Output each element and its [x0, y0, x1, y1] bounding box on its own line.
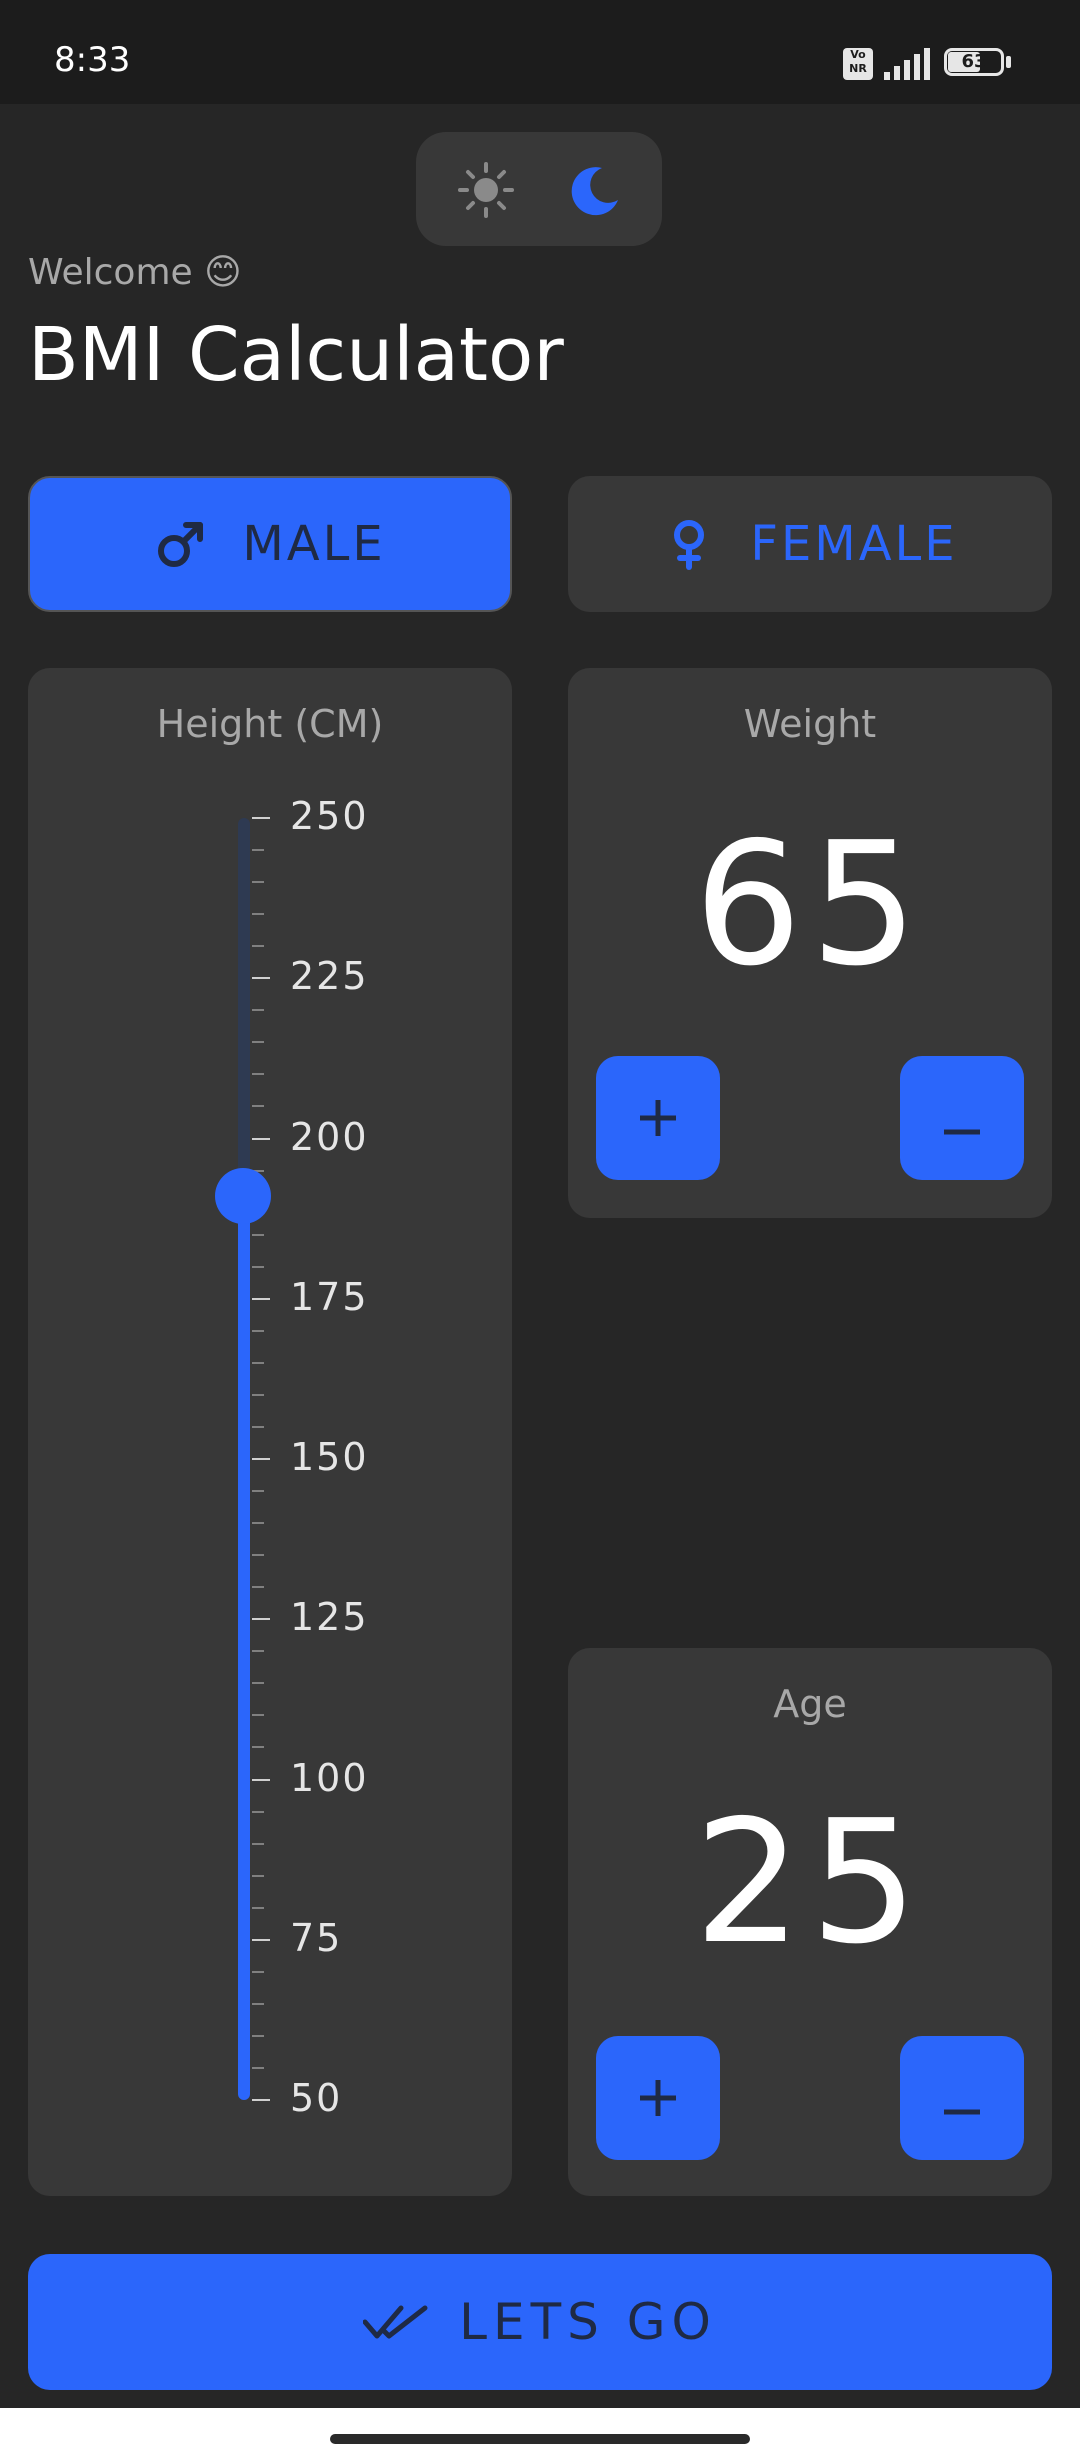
- minor-tick: [252, 1329, 264, 1332]
- major-tick: [252, 2099, 270, 2101]
- minor-tick: [252, 945, 264, 948]
- minor-tick: [252, 1041, 264, 1044]
- minor-tick: [252, 1874, 264, 1877]
- female-icon: [674, 520, 705, 570]
- double-check-icon: [363, 2305, 428, 2339]
- height-tick-label: 200: [290, 1114, 369, 1159]
- age-card: Age 25: [568, 1648, 1052, 2196]
- minor-tick: [252, 2034, 264, 2037]
- height-label: Height (CM): [156, 702, 384, 746]
- height-tick-label: 75: [290, 1915, 343, 1960]
- weight-value: 65: [693, 806, 927, 1004]
- minor-tick: [252, 1682, 264, 1685]
- major-tick: [252, 1618, 270, 1621]
- minor-tick: [252, 2002, 264, 2005]
- age-label: Age: [773, 1682, 847, 1726]
- major-tick: [252, 1137, 270, 1140]
- minor-tick: [252, 1073, 264, 1076]
- sun-icon[interactable]: [456, 160, 516, 220]
- height-slider-fill[interactable]: [238, 1196, 250, 2100]
- battery-level: 63: [961, 51, 987, 72]
- welcome-text: Welcome 😊: [28, 252, 242, 293]
- plus-icon: [640, 1100, 676, 1136]
- major-tick: [252, 1778, 270, 1781]
- major-tick: [252, 1297, 270, 1300]
- minor-tick: [252, 1009, 264, 1012]
- minor-tick: [252, 1169, 264, 1172]
- minus-icon: [944, 2109, 980, 2115]
- male-icon: [158, 522, 204, 567]
- female-button[interactable]: FEMALE: [568, 476, 1052, 612]
- moon-icon[interactable]: [564, 160, 624, 220]
- lets-go-button[interactable]: LETS GO: [28, 2254, 1052, 2390]
- minor-tick: [252, 1105, 264, 1108]
- minor-tick: [252, 1233, 264, 1236]
- major-tick: [252, 1458, 270, 1460]
- age-decrement-button[interactable]: [900, 2036, 1024, 2160]
- minor-tick: [252, 1714, 264, 1717]
- minor-tick: [252, 1842, 264, 1845]
- male-label: MALE: [242, 516, 386, 572]
- page-title: BMI Calculator: [28, 312, 564, 398]
- signal-icon: [884, 48, 930, 80]
- home-indicator[interactable]: [330, 2434, 750, 2444]
- battery-icon: 63: [944, 48, 1014, 80]
- major-tick: [252, 977, 270, 980]
- minor-tick: [252, 1425, 264, 1428]
- minus-icon: [944, 1129, 980, 1135]
- minor-tick: [252, 1265, 264, 1268]
- height-tick-label: 125: [290, 1595, 369, 1640]
- height-tick-label: 150: [290, 1435, 369, 1479]
- major-tick: [252, 1938, 270, 1941]
- plus-icon: [640, 2080, 676, 2116]
- minor-tick: [252, 913, 264, 916]
- theme-toggle[interactable]: [416, 132, 662, 246]
- minor-tick: [252, 1810, 264, 1813]
- lets-go-label: LETS GO: [459, 2293, 717, 2351]
- minor-tick: [252, 1586, 264, 1589]
- minor-tick: [252, 1554, 264, 1557]
- minor-tick: [252, 2066, 264, 2069]
- height-tick-label: 250: [290, 794, 369, 838]
- weight-decrement-button[interactable]: [900, 1056, 1024, 1180]
- weight-increment-button[interactable]: [596, 1056, 720, 1180]
- minor-tick: [252, 849, 264, 852]
- minor-tick: [252, 1970, 264, 1973]
- female-label: FEMALE: [750, 516, 958, 572]
- height-tick-label: 225: [290, 954, 369, 999]
- major-tick: [252, 817, 270, 819]
- height-tick-label: 100: [290, 1755, 369, 1800]
- height-card: Height (CM): [28, 668, 512, 2196]
- minor-tick: [252, 1906, 264, 1909]
- male-button[interactable]: MALE: [28, 476, 512, 612]
- minor-tick: [252, 1393, 264, 1396]
- age-value: 25: [693, 1784, 927, 1982]
- status-bar: [0, 0, 1080, 104]
- weight-label: Weight: [743, 702, 877, 746]
- minor-tick: [252, 1650, 264, 1653]
- height-tick-label: 50: [290, 2076, 343, 2120]
- height-tick-label: 175: [290, 1274, 369, 1319]
- weight-card: Weight 65: [568, 668, 1052, 1218]
- minor-tick: [252, 1746, 264, 1749]
- minor-tick: [252, 1361, 264, 1364]
- volte-icon: Vo NR: [843, 48, 873, 80]
- minor-tick: [252, 881, 264, 884]
- minor-tick: [252, 1490, 264, 1493]
- status-time: 8:33: [54, 40, 131, 80]
- age-increment-button[interactable]: [596, 2036, 720, 2160]
- height-slider-track[interactable]: [238, 818, 250, 1197]
- height-slider-thumb[interactable]: [215, 1168, 271, 1225]
- minor-tick: [252, 1522, 264, 1525]
